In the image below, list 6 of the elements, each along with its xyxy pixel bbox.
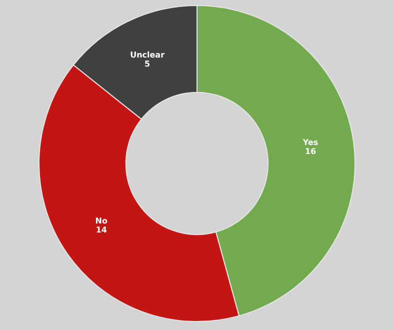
slice-label: Unclear xyxy=(130,50,165,60)
data-label: 5 xyxy=(144,59,151,68)
slice-label: Yes xyxy=(302,138,318,148)
data-label: 14 xyxy=(96,226,108,235)
slice-label: No xyxy=(95,216,108,226)
data-label: 16 xyxy=(304,147,317,156)
